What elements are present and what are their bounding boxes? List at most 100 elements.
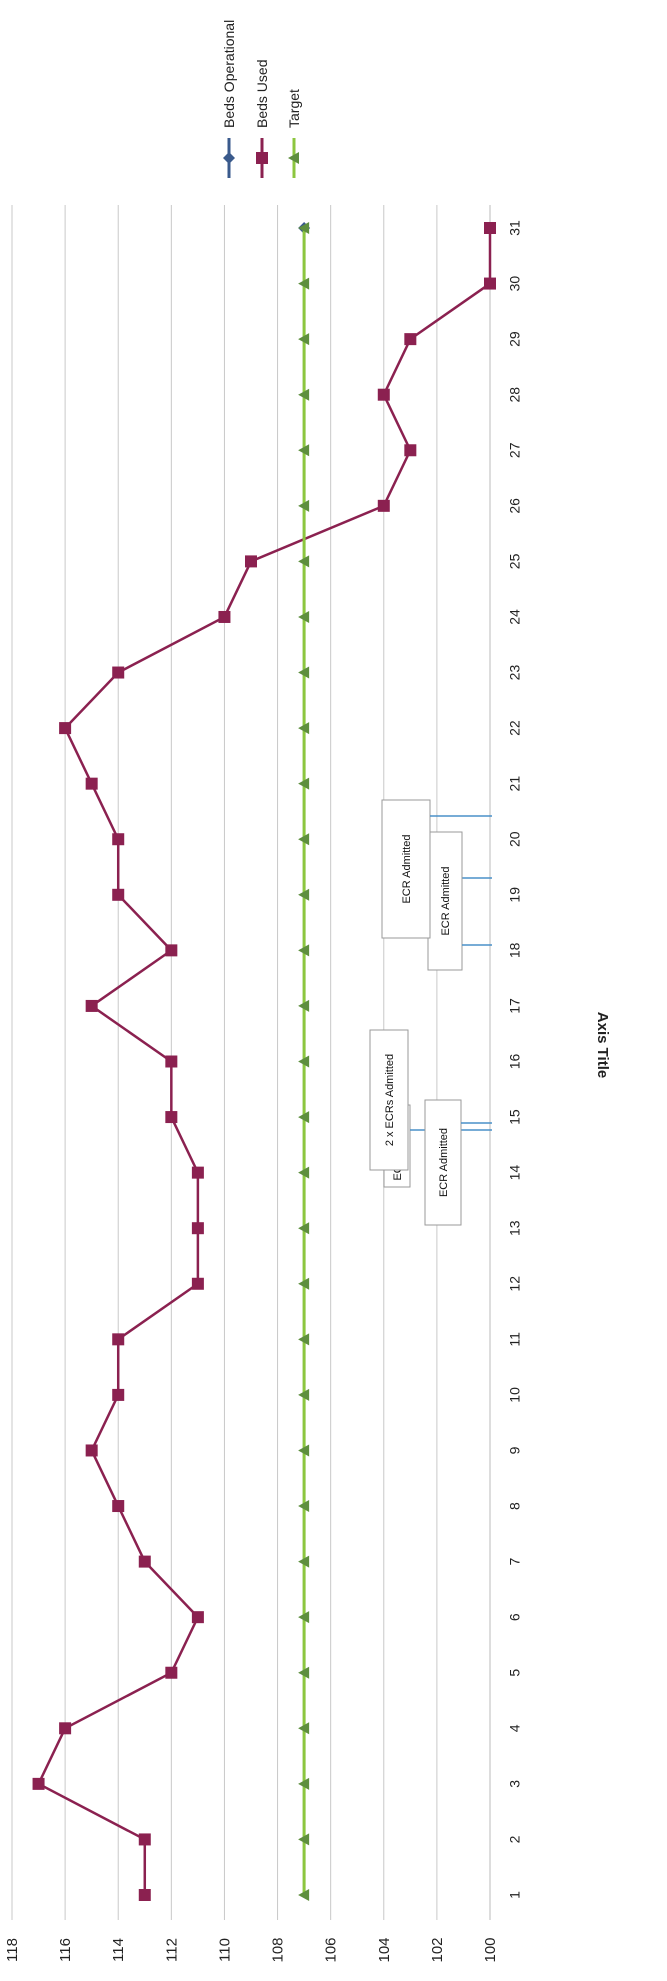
category-tick-label: 2 (507, 1835, 523, 1843)
category-tick-label: 27 (507, 442, 523, 458)
data-point-triangle (298, 1111, 310, 1124)
data-point-square (484, 277, 496, 290)
category-tick-label: 24 (507, 609, 523, 625)
data-point-triangle (298, 1777, 310, 1790)
data-point-square (256, 152, 268, 164)
annotation-box (381, 799, 431, 939)
annotation-callout: ECR Admitted (424, 1099, 492, 1226)
data-point-triangle (298, 1388, 310, 1401)
legend-label: Beds Used (254, 60, 270, 128)
category-tick-label: 10 (507, 1387, 523, 1403)
data-point-diamond (223, 152, 235, 164)
category-tick-label: 18 (507, 942, 523, 958)
category-tick-label: 21 (507, 776, 523, 792)
data-point-triangle (298, 944, 310, 957)
category-tick-label: 26 (507, 498, 523, 514)
category-tick-label: 28 (507, 387, 523, 403)
data-point-square (138, 1889, 151, 1901)
category-tick-label: 14 (507, 1165, 523, 1181)
data-point-square (59, 722, 72, 735)
annotation-label: ECR Admitted (440, 866, 452, 935)
category-tick-label: 11 (507, 1332, 523, 1347)
data-point-square (112, 1500, 125, 1513)
data-point-square (165, 1055, 178, 1068)
data-point-square (85, 999, 98, 1012)
data-point-square (484, 222, 496, 234)
data-point-triangle (298, 1055, 310, 1068)
value-tick-label: 102 (429, 1937, 446, 1962)
data-point-square (377, 499, 390, 512)
data-point-square (112, 1333, 125, 1346)
category-tick-label: 30 (507, 276, 523, 292)
data-point-triangle (298, 277, 310, 290)
data-point-square (404, 333, 417, 346)
data-point-square (112, 833, 125, 846)
category-tick-label: 20 (507, 831, 523, 847)
annotation-label: ECR Admitted (438, 1128, 450, 1197)
series (32, 222, 496, 1901)
data-point-triangle (298, 888, 310, 901)
legend-label: Target (286, 89, 302, 128)
value-tick-label: 114 (110, 1938, 127, 1962)
series-line (36, 228, 492, 1895)
data-point-square (191, 1277, 204, 1290)
data-point-triangle (298, 1833, 310, 1846)
category-tick-label: 4 (507, 1724, 523, 1732)
value-tick-label: 106 (323, 1937, 340, 1962)
series-target (298, 222, 310, 1901)
annotation-callout: 2 x ECRs Admitted (369, 877, 492, 1171)
category-tick-label: 7 (507, 1557, 523, 1565)
data-point-triangle (298, 388, 310, 401)
category-tick-label: 15 (507, 1109, 523, 1125)
data-point-triangle (298, 1889, 310, 1901)
data-point-square (85, 1444, 98, 1457)
data-point-square (191, 1611, 204, 1624)
category-tick-label: 31 (507, 220, 523, 236)
data-point-square (32, 1777, 45, 1790)
category-tick-label: 8 (507, 1502, 523, 1510)
annotation-box (424, 1099, 462, 1226)
data-point-triangle (298, 1722, 310, 1735)
category-tick-label: 19 (507, 887, 523, 903)
category-tick-label: 5 (507, 1669, 523, 1677)
data-point-triangle (298, 833, 310, 846)
data-point-triangle (298, 1333, 310, 1346)
category-tick-label: 23 (507, 665, 523, 681)
category-tick-label: 3 (507, 1780, 523, 1788)
annotation-label: 2 x ECRs Admitted (384, 1054, 396, 1146)
data-point-triangle (298, 999, 310, 1012)
data-point-triangle (298, 1555, 310, 1568)
annotations: ECR Admitted ECR Admitted 2 x ECRs Admitte… (369, 799, 492, 1226)
value-tick-label: 100 (482, 1937, 499, 1962)
category-tick-label: 22 (507, 720, 523, 736)
data-point-triangle (298, 444, 310, 457)
data-point-triangle (298, 1277, 310, 1290)
data-point-triangle (298, 555, 310, 568)
legend-item: Beds Operational (221, 20, 237, 178)
category-tick-label: 25 (507, 553, 523, 569)
value-axis-title: Axis Title (594, 1012, 611, 1078)
data-point-square (191, 1222, 204, 1235)
value-tick-label: 108 (270, 1937, 287, 1962)
legend-item: Target (286, 89, 302, 178)
data-point-triangle (288, 152, 299, 164)
data-point-square (404, 444, 417, 457)
data-point-square (165, 1666, 178, 1679)
series-beds-used (32, 222, 496, 1901)
data-point-square (112, 666, 125, 679)
annotation-callout: ECR Admitted (427, 831, 492, 971)
legend: Beds Operational Beds Used Target (221, 20, 302, 178)
legend-item: Beds Used (254, 60, 270, 178)
category-tick-label: 29 (507, 331, 523, 347)
data-point-square (138, 1555, 151, 1568)
annotation-box (369, 1029, 409, 1171)
data-point-square (138, 1833, 151, 1846)
data-point-square (377, 388, 390, 401)
data-point-triangle (298, 1222, 310, 1235)
data-point-square (218, 610, 231, 623)
data-point-square (165, 1111, 178, 1124)
data-point-square (59, 1722, 72, 1735)
data-point-triangle (298, 1611, 310, 1624)
category-tick-label: 17 (507, 998, 523, 1014)
